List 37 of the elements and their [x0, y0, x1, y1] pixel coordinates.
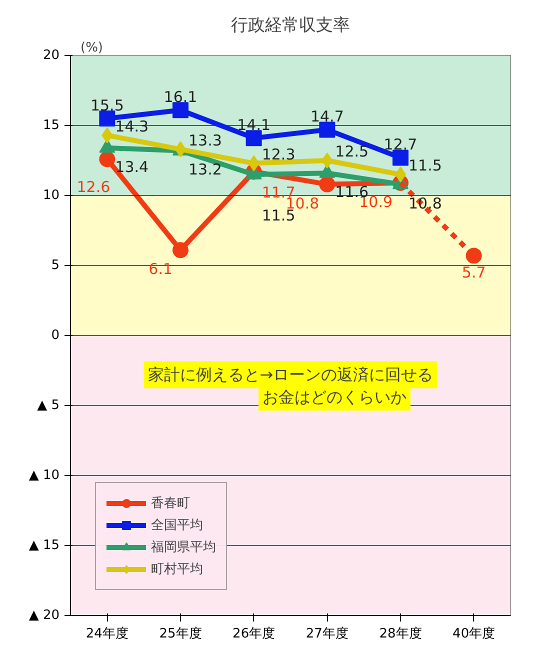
y-tick-label: ▲ 10 — [28, 468, 60, 483]
y-tick-label: 15 — [42, 118, 60, 133]
x-tick-label: 26年度 — [232, 626, 276, 642]
y-axis-title: (%) — [80, 40, 103, 56]
data-label: 13.2 — [188, 160, 222, 179]
legend-label: 福岡県平均 — [151, 539, 216, 556]
data-label: 11.5 — [408, 156, 442, 174]
legend-label: 全国平均 — [151, 517, 203, 534]
x-tick-label: 40年度 — [452, 626, 496, 642]
x-tick-label: 24年度 — [86, 626, 128, 642]
legend-label: 香春町 — [151, 495, 190, 512]
data-label: 13.4 — [115, 158, 149, 176]
annotation: 家計に例えると→ローンの返済に回せる — [148, 365, 434, 384]
data-label: 12.6 — [76, 178, 110, 196]
y-tick-label: 10 — [42, 188, 60, 203]
x-tick-label: 25年度 — [159, 626, 202, 642]
data-label: 16.1 — [164, 88, 198, 106]
legend-label: 町村平均 — [151, 561, 203, 578]
data-label: 15.5 — [90, 96, 124, 114]
x-tick-label: 27年度 — [306, 626, 348, 642]
y-tick-label: ▲ 5 — [37, 398, 60, 413]
x-tick-label: 28年度 — [379, 626, 422, 642]
y-tick-label: 0 — [51, 328, 60, 343]
data-label: 5.7 — [462, 264, 486, 282]
y-tick-label: ▲ 20 — [28, 608, 60, 623]
annotation: お金はどのくらいか — [262, 388, 406, 407]
y-tick-label: 20 — [42, 48, 60, 63]
data-label: 6.1 — [148, 260, 173, 278]
data-label: 12.7 — [384, 136, 418, 154]
y-tick-label: 5 — [51, 258, 60, 273]
data-label: 10.8 — [408, 194, 442, 212]
data-label: 13.3 — [188, 131, 222, 150]
y-tick-label: ▲ 15 — [28, 538, 60, 553]
data-label: 12.3 — [262, 145, 296, 164]
data-label: 12.5 — [335, 142, 369, 160]
data-label: 14.7 — [310, 108, 344, 126]
chart-title: 行政経常収支率 — [231, 16, 350, 36]
